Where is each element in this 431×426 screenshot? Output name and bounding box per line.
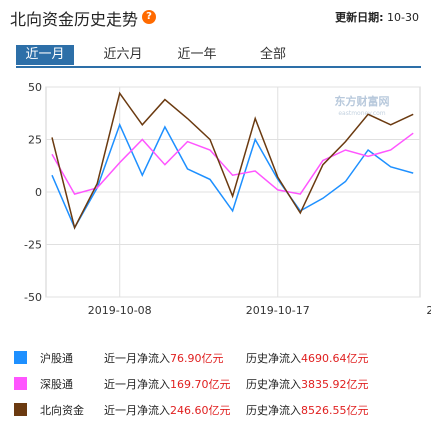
tab-1y[interactable]: 近一年 [177,47,217,62]
legend-hist-label-sz: 历史净流入 [246,378,301,391]
y-tick-label: 0 [35,186,42,199]
grid [45,86,421,298]
update-date: 更新日期: 10-30 [335,9,419,25]
x-tick-label: 2019-10-08 [88,304,152,317]
update-date-value: 10-30 [387,11,419,24]
legend-hist-value-sh: 4690.64亿元 [301,352,369,365]
series-line-2 [51,91,414,230]
legend-month-north: 近一月净流入246.60亿元 [104,402,231,418]
chart-header: 北向资金历史走势 ? 更新日期: 10-30 [0,0,431,34]
legend-month-value-north: 246.60亿元 [170,404,231,417]
legend-name-north: 北向资金 [40,404,84,417]
watermark: 东方财富网 eastmoney.com [335,94,390,117]
page-title: 北向资金历史走势 [10,10,139,29]
tab-underline [16,66,421,68]
legend-hist-label-sh: 历史净流入 [246,352,301,365]
legend-name-sz: 深股通 [40,378,73,391]
y-tick-label: -25 [24,239,42,252]
legend-month-value-sh: 76.90亿元 [170,352,224,365]
legend-hist-value-sz: 3835.92亿元 [301,378,369,391]
legend-month-label-north: 近一月净流入 [104,404,170,417]
update-date-label: 更新日期: [335,11,384,24]
legend-row-sz: 深股通 近一月净流入169.70亿元 历史净流入3835.92亿元 [14,370,419,396]
legend-row-north: 北向资金 近一月净流入246.60亿元 历史净流入8526.55亿元 [14,396,419,422]
tab-all[interactable]: 全部 [259,47,286,62]
legend-row-sh: 沪股通 近一月净流入76.90亿元 历史净流入4690.64亿元 [14,344,419,370]
y-tick-label: 25 [28,134,42,147]
legend-hist-north: 历史净流入8526.55亿元 [246,402,369,418]
legend-name-sh: 沪股通 [40,352,73,365]
legend-month-label-sh: 近一月净流入 [104,352,170,365]
legend-month-value-sz: 169.70亿元 [170,378,231,391]
legend-hist-value-north: 8526.55亿元 [301,404,369,417]
y-axis-ticks: 50 25 0 -25 -50 [24,81,42,304]
x-axis-ticks: 2019-10-08 2019-10-17 2019-10-30 [88,304,431,317]
legend-swatch-sh [14,351,27,364]
legend-hist-sh: 历史净流入4690.64亿元 [246,350,369,366]
series-lines [51,91,414,230]
legend-swatch-north [14,403,27,416]
question-icon[interactable]: ? [142,10,156,24]
legend-hist-label-north: 历史净流入 [246,404,301,417]
tab-1m[interactable]: 近一月 [16,45,74,65]
legend: 沪股通 近一月净流入76.90亿元 历史净流入4690.64亿元 深股通 近一月… [14,344,419,422]
series-line-1 [51,132,414,195]
legend-swatch-sz [14,377,27,390]
legend-hist-sz: 历史净流入3835.92亿元 [246,376,369,392]
tab-6m[interactable]: 近六月 [103,47,143,62]
legend-month-sz: 近一月净流入169.70亿元 [104,376,231,392]
watermark-subtext: eastmoney.com [338,110,385,117]
legend-month-sh: 近一月净流入76.90亿元 [104,350,224,366]
x-tick-label: 2019-10-17 [246,304,310,317]
legend-month-label-sz: 近一月净流入 [104,378,170,391]
y-tick-label: -50 [24,291,42,304]
line-chart: 东方财富网 eastmoney.com 50 25 0 -25 -50 2019-10-… [24,81,431,317]
x-tick-label: 2019-10-30 [426,304,431,317]
y-tick-label: 50 [28,81,42,94]
series-line-0 [51,122,414,230]
watermark-text: 东方财富网 [335,94,390,108]
